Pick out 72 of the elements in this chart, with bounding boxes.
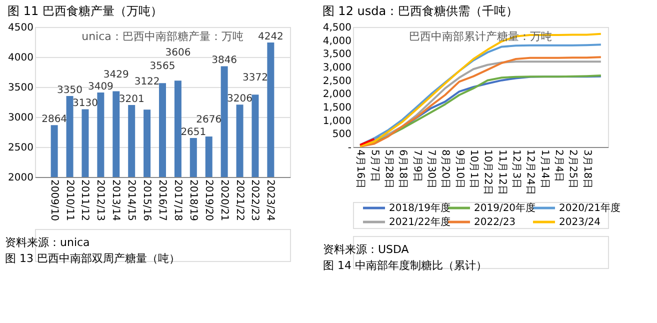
data-label: 3350 xyxy=(57,85,82,96)
x-tick-label: 2017/18 xyxy=(172,180,183,222)
x-tick-label: 2015/16 xyxy=(141,180,152,222)
x-tick-label: 5月7日 xyxy=(368,150,380,182)
x-tick-label: 2010/11 xyxy=(64,180,75,222)
x-tick-label: 10月22日 xyxy=(482,150,494,195)
x-tick-label: 2021/22 xyxy=(234,180,245,222)
x-tick-label: 7月9日 xyxy=(411,150,422,182)
x-tick-label: 2014/15 xyxy=(126,180,137,222)
x-tick-label: 2016/17 xyxy=(156,180,168,222)
x-tick-label: 1月14日 xyxy=(538,150,550,189)
y-tick-label: 4,000 xyxy=(322,36,352,47)
x-tick-label: 9月10日 xyxy=(454,150,465,189)
data-label: 3201 xyxy=(118,94,144,105)
legend-label: 2019/20年度 xyxy=(474,202,536,214)
x-tick-label: 2012/13 xyxy=(94,180,106,222)
data-label: 3429 xyxy=(103,69,129,80)
data-label: 3846 xyxy=(212,55,238,66)
y-tick-label: 2,500 xyxy=(322,76,352,87)
y-tick-label: 3500 xyxy=(8,82,34,94)
chart-title: 图 11 巴西食糖产量（万吨） xyxy=(8,4,162,18)
y-tick-label: - xyxy=(348,142,352,154)
x-tick-label: 4月16日 xyxy=(354,150,366,189)
y-tick-label: 3,000 xyxy=(322,62,352,74)
x-tick-label: 6月18日 xyxy=(397,150,408,189)
chart-subtitle: unica：巴西中南部糖产量：万吨 xyxy=(82,30,244,43)
x-tick-label: 2020/21 xyxy=(218,180,230,222)
text: 资料来源：USDA xyxy=(323,243,410,256)
text: 资料来源：unica xyxy=(5,236,90,249)
x-tick-label: 2013/14 xyxy=(110,180,122,222)
data-label: 3372 xyxy=(242,72,268,84)
x-tick-label: 12月3日 xyxy=(510,150,522,189)
x-tick-label: 2009/10 xyxy=(48,180,60,222)
data-label: 2676 xyxy=(196,114,222,126)
data-label: 3409 xyxy=(88,81,114,92)
y-tick-label: 4000 xyxy=(8,52,34,64)
y-tick-label: 1,000 xyxy=(322,116,352,127)
y-tick-label: 2000 xyxy=(8,172,34,184)
y-tick-label: 500 xyxy=(332,129,352,140)
x-tick-label: 7月30日 xyxy=(425,150,436,189)
x-tick-label: 2月4日 xyxy=(552,150,564,182)
x-tick-label: 2023/24 xyxy=(264,180,276,222)
x-tick-label: 11月12日 xyxy=(496,150,508,195)
x-tick-label: 2018/19 xyxy=(187,180,198,222)
x-tick-label: 8月20日 xyxy=(440,150,451,189)
y-tick-label: 4500 xyxy=(8,22,34,34)
data-label: 4242 xyxy=(258,31,284,42)
data-label: 3606 xyxy=(165,48,191,59)
y-tick-label: 4,500 xyxy=(322,22,352,34)
x-tick-label: 2022/23 xyxy=(249,180,260,222)
data-label: 3565 xyxy=(150,61,176,72)
caption: 图 13 巴西中南部双周产糖量（吨） xyxy=(5,252,180,265)
x-tick-label: 5月28日 xyxy=(382,150,394,189)
x-tick-label: 2019/20 xyxy=(202,180,214,222)
x-tick-label: 3月18日 xyxy=(581,150,592,189)
x-tick-label: 2月25日 xyxy=(567,150,578,189)
caption: 图 14 中南部年度制糖比（累计） xyxy=(323,259,487,272)
legend-label: 2018/19年度 xyxy=(389,202,451,214)
data-label: 2651 xyxy=(180,126,206,138)
x-tick-label: 12月24日 xyxy=(524,150,536,195)
y-tick-label: 3000 xyxy=(8,112,34,124)
y-tick-label: 3,500 xyxy=(322,49,352,60)
y-tick-label: 2,000 xyxy=(322,89,352,100)
x-tick-label: 2011/12 xyxy=(79,180,90,222)
data-label: 2864 xyxy=(42,114,68,126)
y-tick-label: 1,500 xyxy=(322,102,352,114)
data-label: 3122 xyxy=(134,76,160,88)
x-tick-label: 10月1日 xyxy=(468,150,479,189)
legend-label: 2020/21年度 xyxy=(559,202,621,214)
chart-title: 图 12 usda：巴西食糖供需（千吨） xyxy=(322,4,518,18)
legend-label: 2021/22年度 xyxy=(389,216,451,228)
y-tick-label: 2500 xyxy=(8,142,34,154)
